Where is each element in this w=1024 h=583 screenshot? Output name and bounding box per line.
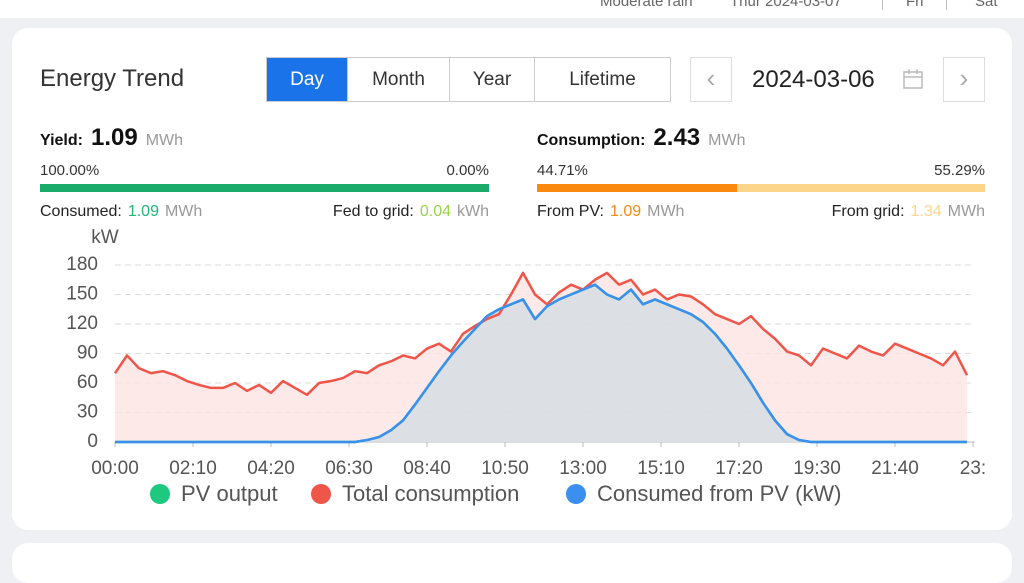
detail: Fed to grid: 0.04 kWh — [333, 203, 489, 221]
detail-unit: kWh — [457, 203, 489, 220]
tab[interactable]: Lifetime — [534, 58, 670, 101]
y-tick-label: 90 — [77, 343, 98, 364]
tabs: Day Month Year Lifetime — [266, 57, 671, 102]
summary-value: 1.09 — [90, 124, 138, 151]
detail: Consumed: 1.09 MWh — [40, 203, 202, 221]
detail-value: 1.34 — [910, 203, 942, 220]
summary-unit: MWh — [145, 132, 184, 149]
share-label: 0.00% — [446, 162, 489, 179]
y-tick-label: 30 — [77, 402, 98, 423]
weather-date: Thur 2024-03-07 — [730, 0, 842, 10]
summary: Consumption: 2.43 MWh — [537, 124, 745, 152]
area — [115, 284, 967, 442]
summary-label: Yield: — [40, 132, 83, 149]
next-button[interactable]: › — [943, 57, 985, 102]
date-picker: ‹ 2024-03-06 › — [690, 57, 985, 102]
share-label: 100.00% — [40, 162, 100, 179]
x-tick-label: 00:00 — [91, 458, 139, 479]
x-tick-label: 15:10 — [637, 458, 685, 479]
separator — [882, 0, 883, 10]
detail-value: 1.09 — [609, 203, 642, 220]
detail-label: From grid: — [831, 203, 905, 220]
detail-unit: MWh — [947, 203, 985, 220]
x-tick-label: 08:40 — [403, 458, 451, 479]
calendar-icon[interactable] — [902, 68, 924, 90]
y-axis-label: kW — [91, 227, 119, 248]
legend-marker — [566, 484, 586, 504]
y-tick-label: 180 — [66, 254, 98, 275]
tab[interactable]: Year — [449, 58, 534, 101]
summary-unit: MWh — [708, 132, 746, 149]
y-tick-label: 120 — [66, 313, 98, 334]
detail-label: From PV: — [537, 203, 604, 220]
detail-label: Fed to grid: — [332, 203, 414, 220]
detail: From grid: 1.34 MWh — [832, 203, 985, 221]
x-tick-label: 10:50 — [481, 458, 529, 479]
line — [115, 283, 967, 444]
share-bar — [40, 184, 489, 192]
legend-label: PV output — [181, 481, 278, 506]
date[interactable]: 2024-03-06 — [752, 66, 875, 93]
chart: kW 0 30 60 90 120 150 180 00:00 02:10 04:20 06:30 0… — [66, 227, 986, 506]
tab[interactable]: Day — [267, 58, 347, 101]
detail-value: 0.04 — [419, 203, 451, 220]
x-tick-label: 06:30 — [325, 458, 373, 479]
share-bar — [537, 184, 738, 192]
x-tick-label: 04:20 — [247, 458, 295, 479]
x-tick-label: 13:00 — [559, 458, 607, 479]
y-tick-label: 150 — [66, 284, 98, 305]
y-tick-label: 0 — [87, 431, 98, 452]
legend-label: Consumed from PV (kW) — [597, 481, 842, 506]
share-label: 55.29% — [934, 162, 985, 179]
x-tick-label: 23: — [960, 458, 986, 479]
weather-strip: Moderate rain Thur 2024-03-07 Fri Sat — [0, 0, 1024, 18]
legend-marker — [311, 484, 331, 504]
detail-label: Consumed: — [40, 203, 122, 220]
share-label: 44.71% — [537, 162, 588, 179]
summary-label: Consumption: — [537, 132, 646, 149]
card — [12, 28, 1012, 530]
summary: Yield: 1.09 MWh — [40, 124, 183, 152]
detail: From PV: 1.09 MWh — [537, 203, 684, 221]
x-tick-label: 17:20 — [715, 458, 763, 479]
x-tick-label: 19:30 — [793, 458, 841, 479]
x-tick-label: 21:40 — [871, 458, 919, 479]
y-tick-label: 60 — [77, 372, 98, 393]
tab[interactable]: Month — [347, 58, 449, 101]
detail-unit: MWh — [647, 203, 685, 220]
line — [113, 271, 969, 397]
summary-value: 2.43 — [653, 124, 701, 151]
detail-value: 1.09 — [127, 203, 159, 220]
legend-label: Total consumption — [342, 481, 519, 506]
share-bar — [737, 184, 985, 192]
day[interactable]: Fri — [906, 0, 924, 10]
title: Energy Trend — [40, 65, 185, 92]
detail-unit: MWh — [164, 203, 203, 220]
legend-marker — [150, 484, 170, 504]
separator — [946, 0, 947, 10]
x-tick-label: 02:10 — [169, 458, 217, 479]
weather: Moderate rain — [600, 0, 693, 10]
prev-button[interactable]: ‹ — [690, 57, 732, 102]
day[interactable]: Sat — [975, 0, 998, 10]
